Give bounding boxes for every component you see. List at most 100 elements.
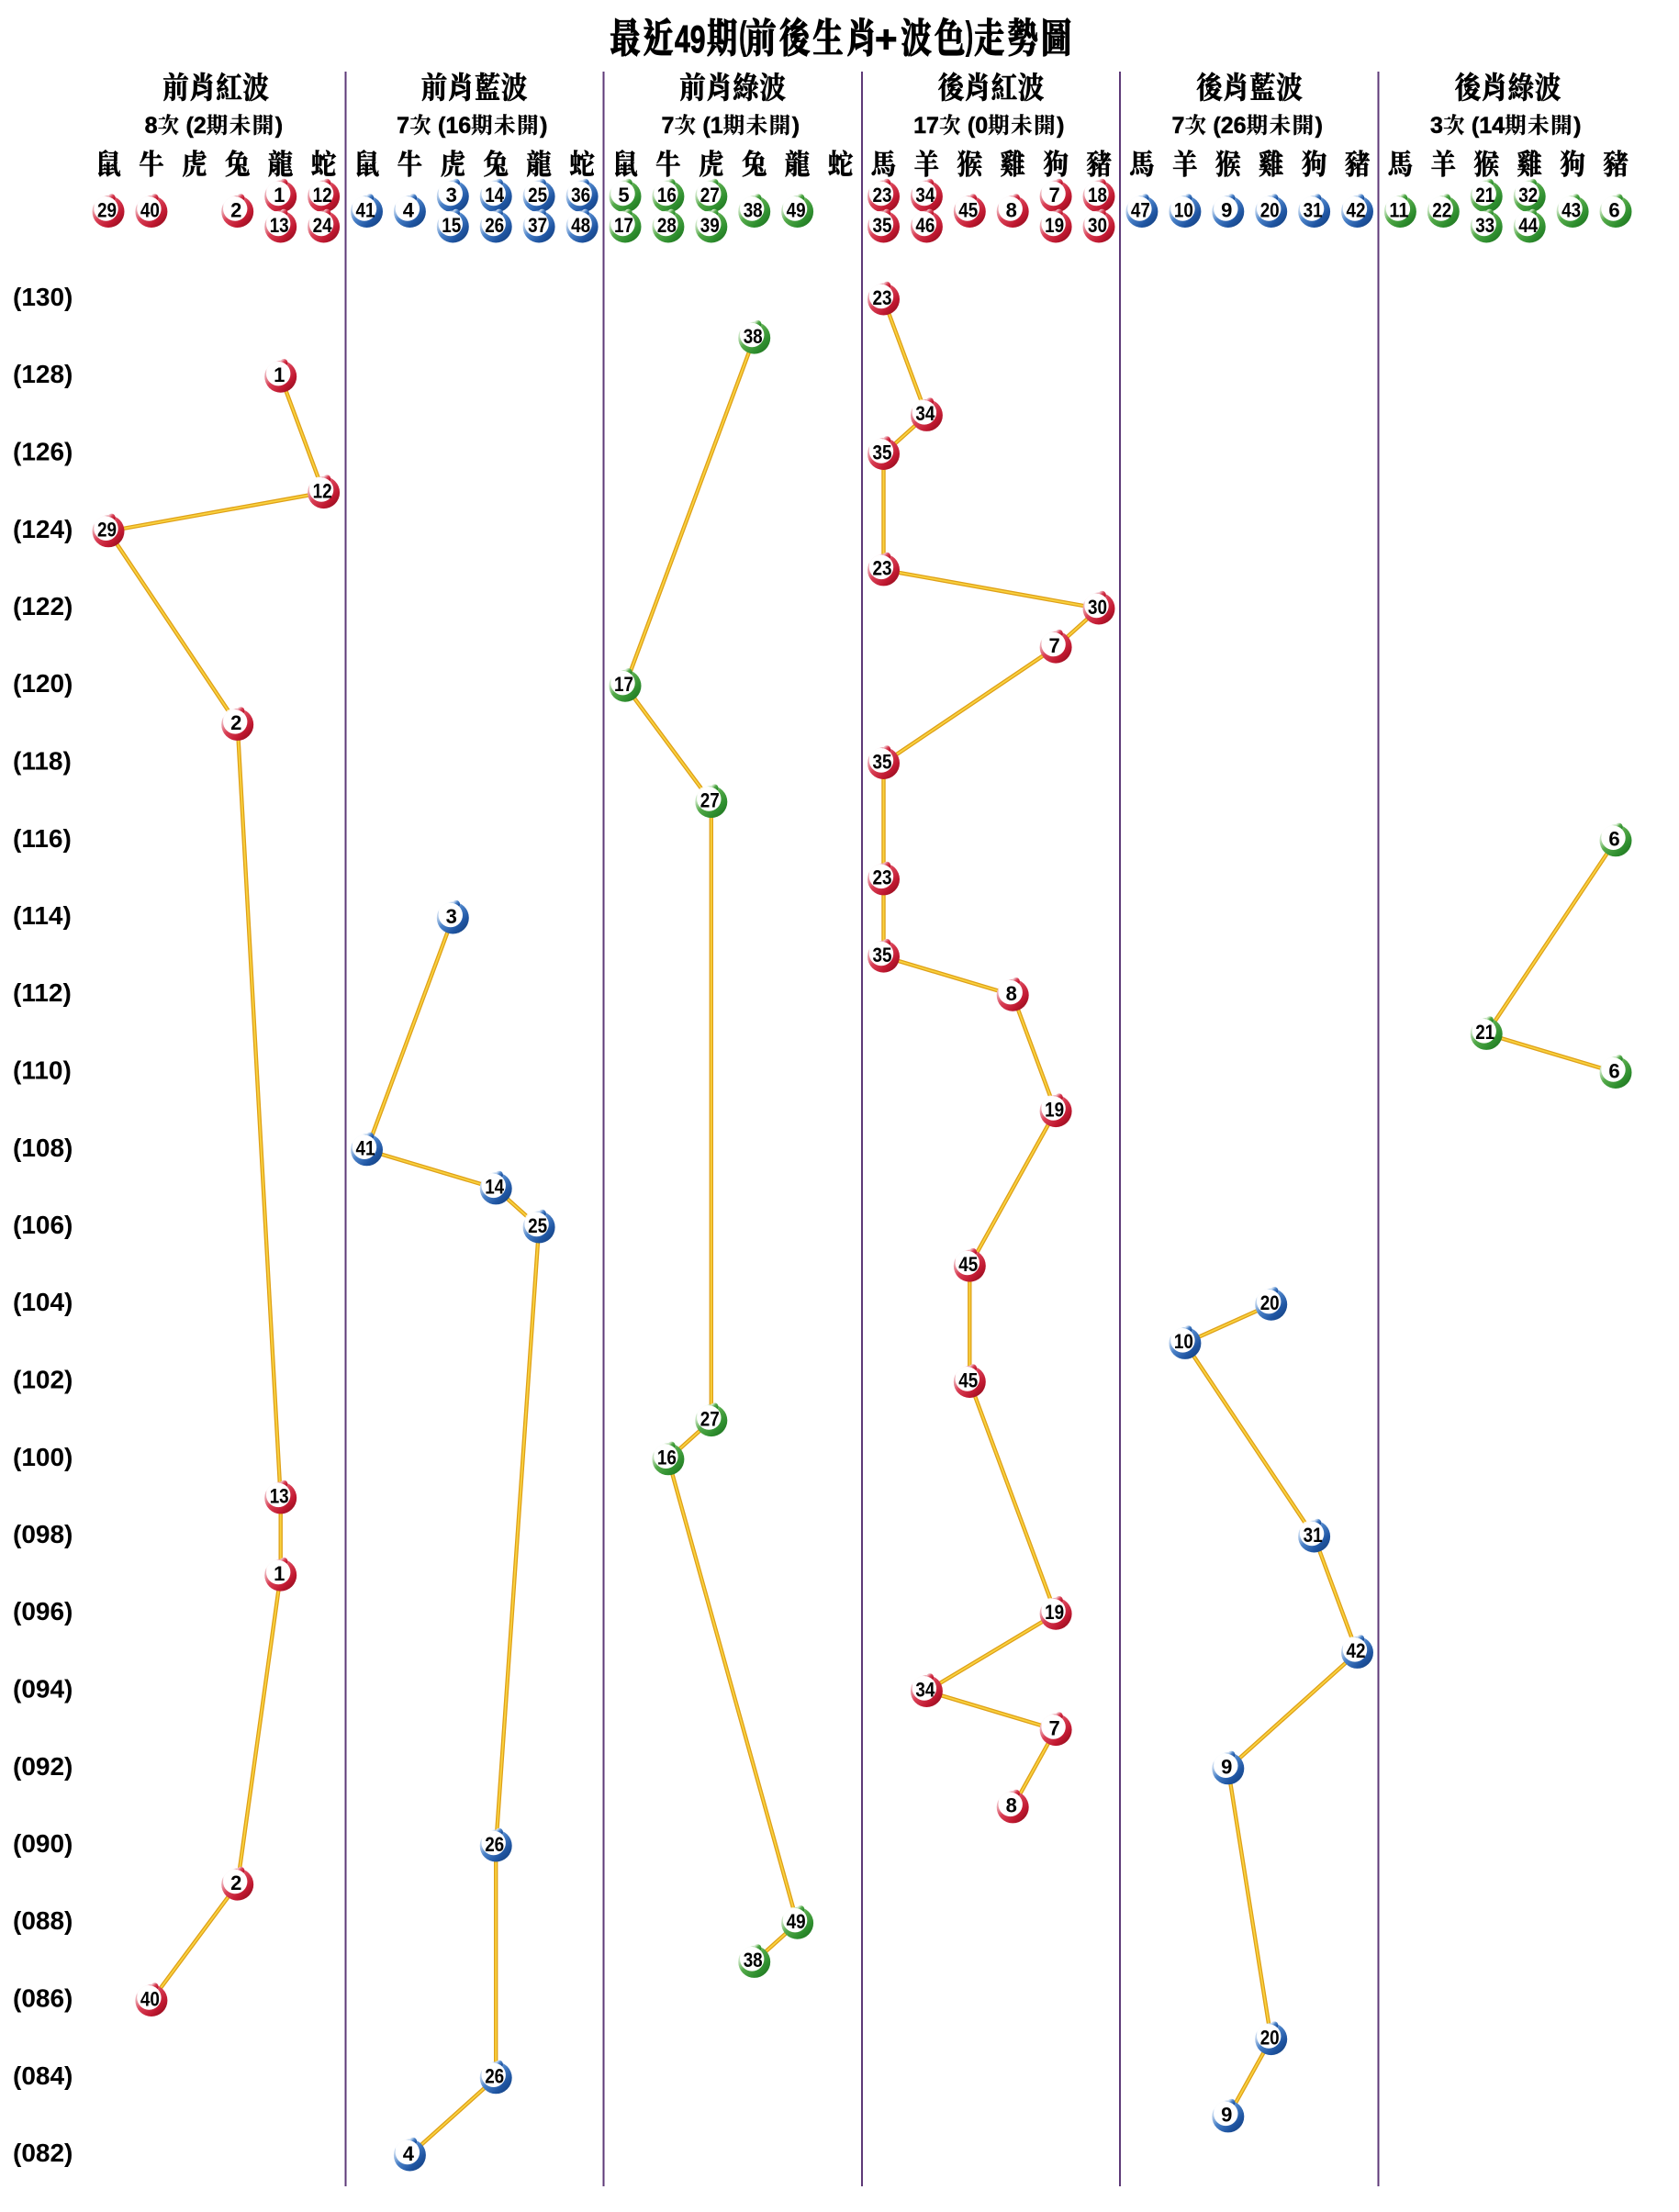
svg-text:(092): (092) — [13, 1752, 73, 1781]
svg-text:39: 39 — [700, 214, 720, 237]
svg-text:(130): (130) — [13, 283, 73, 311]
svg-text:25: 25 — [528, 184, 547, 207]
svg-text:4: 4 — [403, 2142, 415, 2165]
svg-text:35: 35 — [873, 750, 892, 773]
svg-text:(128): (128) — [13, 360, 73, 388]
svg-text:9: 9 — [1221, 1756, 1232, 1779]
svg-text:15: 15 — [442, 214, 461, 237]
svg-text:21: 21 — [1475, 184, 1494, 207]
svg-text:31: 31 — [1304, 1524, 1323, 1547]
svg-text:(108): (108) — [13, 1134, 73, 1162]
svg-text:35: 35 — [873, 214, 892, 237]
svg-text:5: 5 — [618, 184, 629, 207]
svg-text:(: ( — [739, 14, 746, 57]
svg-text:(14: (14 — [1472, 113, 1505, 139]
svg-text:3: 3 — [446, 905, 457, 928]
svg-text:38: 38 — [744, 325, 763, 348]
svg-text:27: 27 — [700, 788, 720, 811]
svg-text:1: 1 — [274, 363, 285, 386]
svg-text:24: 24 — [313, 214, 333, 237]
svg-text:1: 1 — [274, 1562, 285, 1585]
svg-text:16: 16 — [657, 184, 677, 207]
svg-text:6: 6 — [1608, 828, 1619, 851]
svg-text:38: 38 — [744, 1949, 763, 1972]
svg-text:8: 8 — [1006, 1794, 1017, 1817]
svg-text:10: 10 — [1174, 1330, 1193, 1353]
svg-text:49: 49 — [787, 1910, 806, 1933]
svg-text:7: 7 — [662, 113, 675, 139]
svg-text:14: 14 — [485, 184, 505, 207]
svg-text:7: 7 — [397, 113, 409, 139]
svg-text:): ) — [792, 113, 800, 139]
svg-text:49: 49 — [787, 198, 806, 221]
svg-text:42: 42 — [1347, 198, 1366, 221]
svg-text:26: 26 — [485, 2065, 504, 2088]
svg-text:35: 35 — [873, 944, 892, 966]
svg-text:(26: (26 — [1213, 113, 1246, 139]
svg-text:11: 11 — [1389, 198, 1408, 221]
svg-text:45: 45 — [958, 1369, 978, 1391]
svg-text:3: 3 — [1430, 113, 1443, 139]
svg-text:2: 2 — [230, 198, 241, 221]
svg-text:(088): (088) — [13, 1906, 73, 1935]
svg-text:8: 8 — [145, 113, 158, 139]
svg-text:3: 3 — [446, 184, 457, 207]
svg-text:34: 34 — [915, 1678, 935, 1701]
svg-text:6: 6 — [1608, 1059, 1619, 1082]
svg-text:14: 14 — [485, 1176, 505, 1199]
svg-text:23: 23 — [873, 286, 892, 309]
svg-text:): ) — [1057, 113, 1064, 139]
svg-text:(126): (126) — [13, 438, 73, 466]
svg-text:40: 40 — [140, 1987, 160, 2010]
svg-text:36: 36 — [571, 184, 590, 207]
svg-text:(114): (114) — [13, 901, 72, 930]
svg-text:46: 46 — [915, 214, 935, 237]
svg-text:20: 20 — [1260, 1291, 1280, 1314]
svg-text:42: 42 — [1347, 1639, 1366, 1662]
svg-text:20: 20 — [1260, 198, 1280, 221]
svg-text:4: 4 — [403, 198, 415, 221]
svg-text:(104): (104) — [13, 1288, 73, 1316]
svg-text:45: 45 — [958, 198, 978, 221]
svg-text:(098): (098) — [13, 1520, 73, 1548]
svg-text:17: 17 — [614, 214, 633, 237]
svg-text:47: 47 — [1131, 198, 1150, 221]
svg-text:(1: (1 — [702, 113, 722, 139]
svg-text:12: 12 — [313, 184, 332, 207]
svg-text:2: 2 — [230, 1871, 241, 1894]
svg-text:8: 8 — [1006, 982, 1017, 1005]
svg-text:31: 31 — [1304, 198, 1323, 221]
svg-text:17: 17 — [913, 113, 939, 139]
svg-text:34: 34 — [915, 402, 935, 425]
svg-text:18: 18 — [1088, 184, 1107, 207]
svg-text:29: 29 — [97, 519, 117, 542]
svg-text:(110): (110) — [13, 1056, 72, 1085]
svg-text:): ) — [1573, 113, 1581, 139]
svg-text:27: 27 — [700, 1407, 720, 1430]
svg-text:12: 12 — [313, 479, 332, 502]
svg-text:41: 41 — [356, 198, 375, 221]
svg-text:(084): (084) — [13, 2061, 73, 2090]
svg-text:(16: (16 — [438, 113, 471, 139]
svg-text:30: 30 — [1088, 596, 1107, 619]
svg-text:(118): (118) — [13, 747, 72, 776]
svg-text:7: 7 — [1048, 1716, 1059, 1739]
svg-text:33: 33 — [1475, 214, 1494, 237]
svg-text:23: 23 — [873, 866, 892, 889]
svg-text:20: 20 — [1260, 2026, 1280, 2049]
svg-text:19: 19 — [1045, 1098, 1064, 1121]
svg-text:13: 13 — [270, 214, 289, 237]
svg-text:30: 30 — [1088, 214, 1107, 237]
svg-text:+: + — [875, 17, 898, 61]
svg-text:7: 7 — [1048, 184, 1059, 207]
svg-text:23: 23 — [873, 557, 892, 580]
svg-text:26: 26 — [485, 1833, 504, 1856]
svg-text:32: 32 — [1518, 184, 1538, 207]
svg-text:27: 27 — [700, 184, 720, 207]
svg-text:40: 40 — [140, 198, 160, 221]
svg-text:1: 1 — [274, 184, 285, 207]
svg-text:(0: (0 — [968, 113, 988, 139]
svg-text:9: 9 — [1221, 198, 1232, 221]
svg-text:19: 19 — [1045, 214, 1064, 237]
svg-text:21: 21 — [1475, 1021, 1494, 1044]
